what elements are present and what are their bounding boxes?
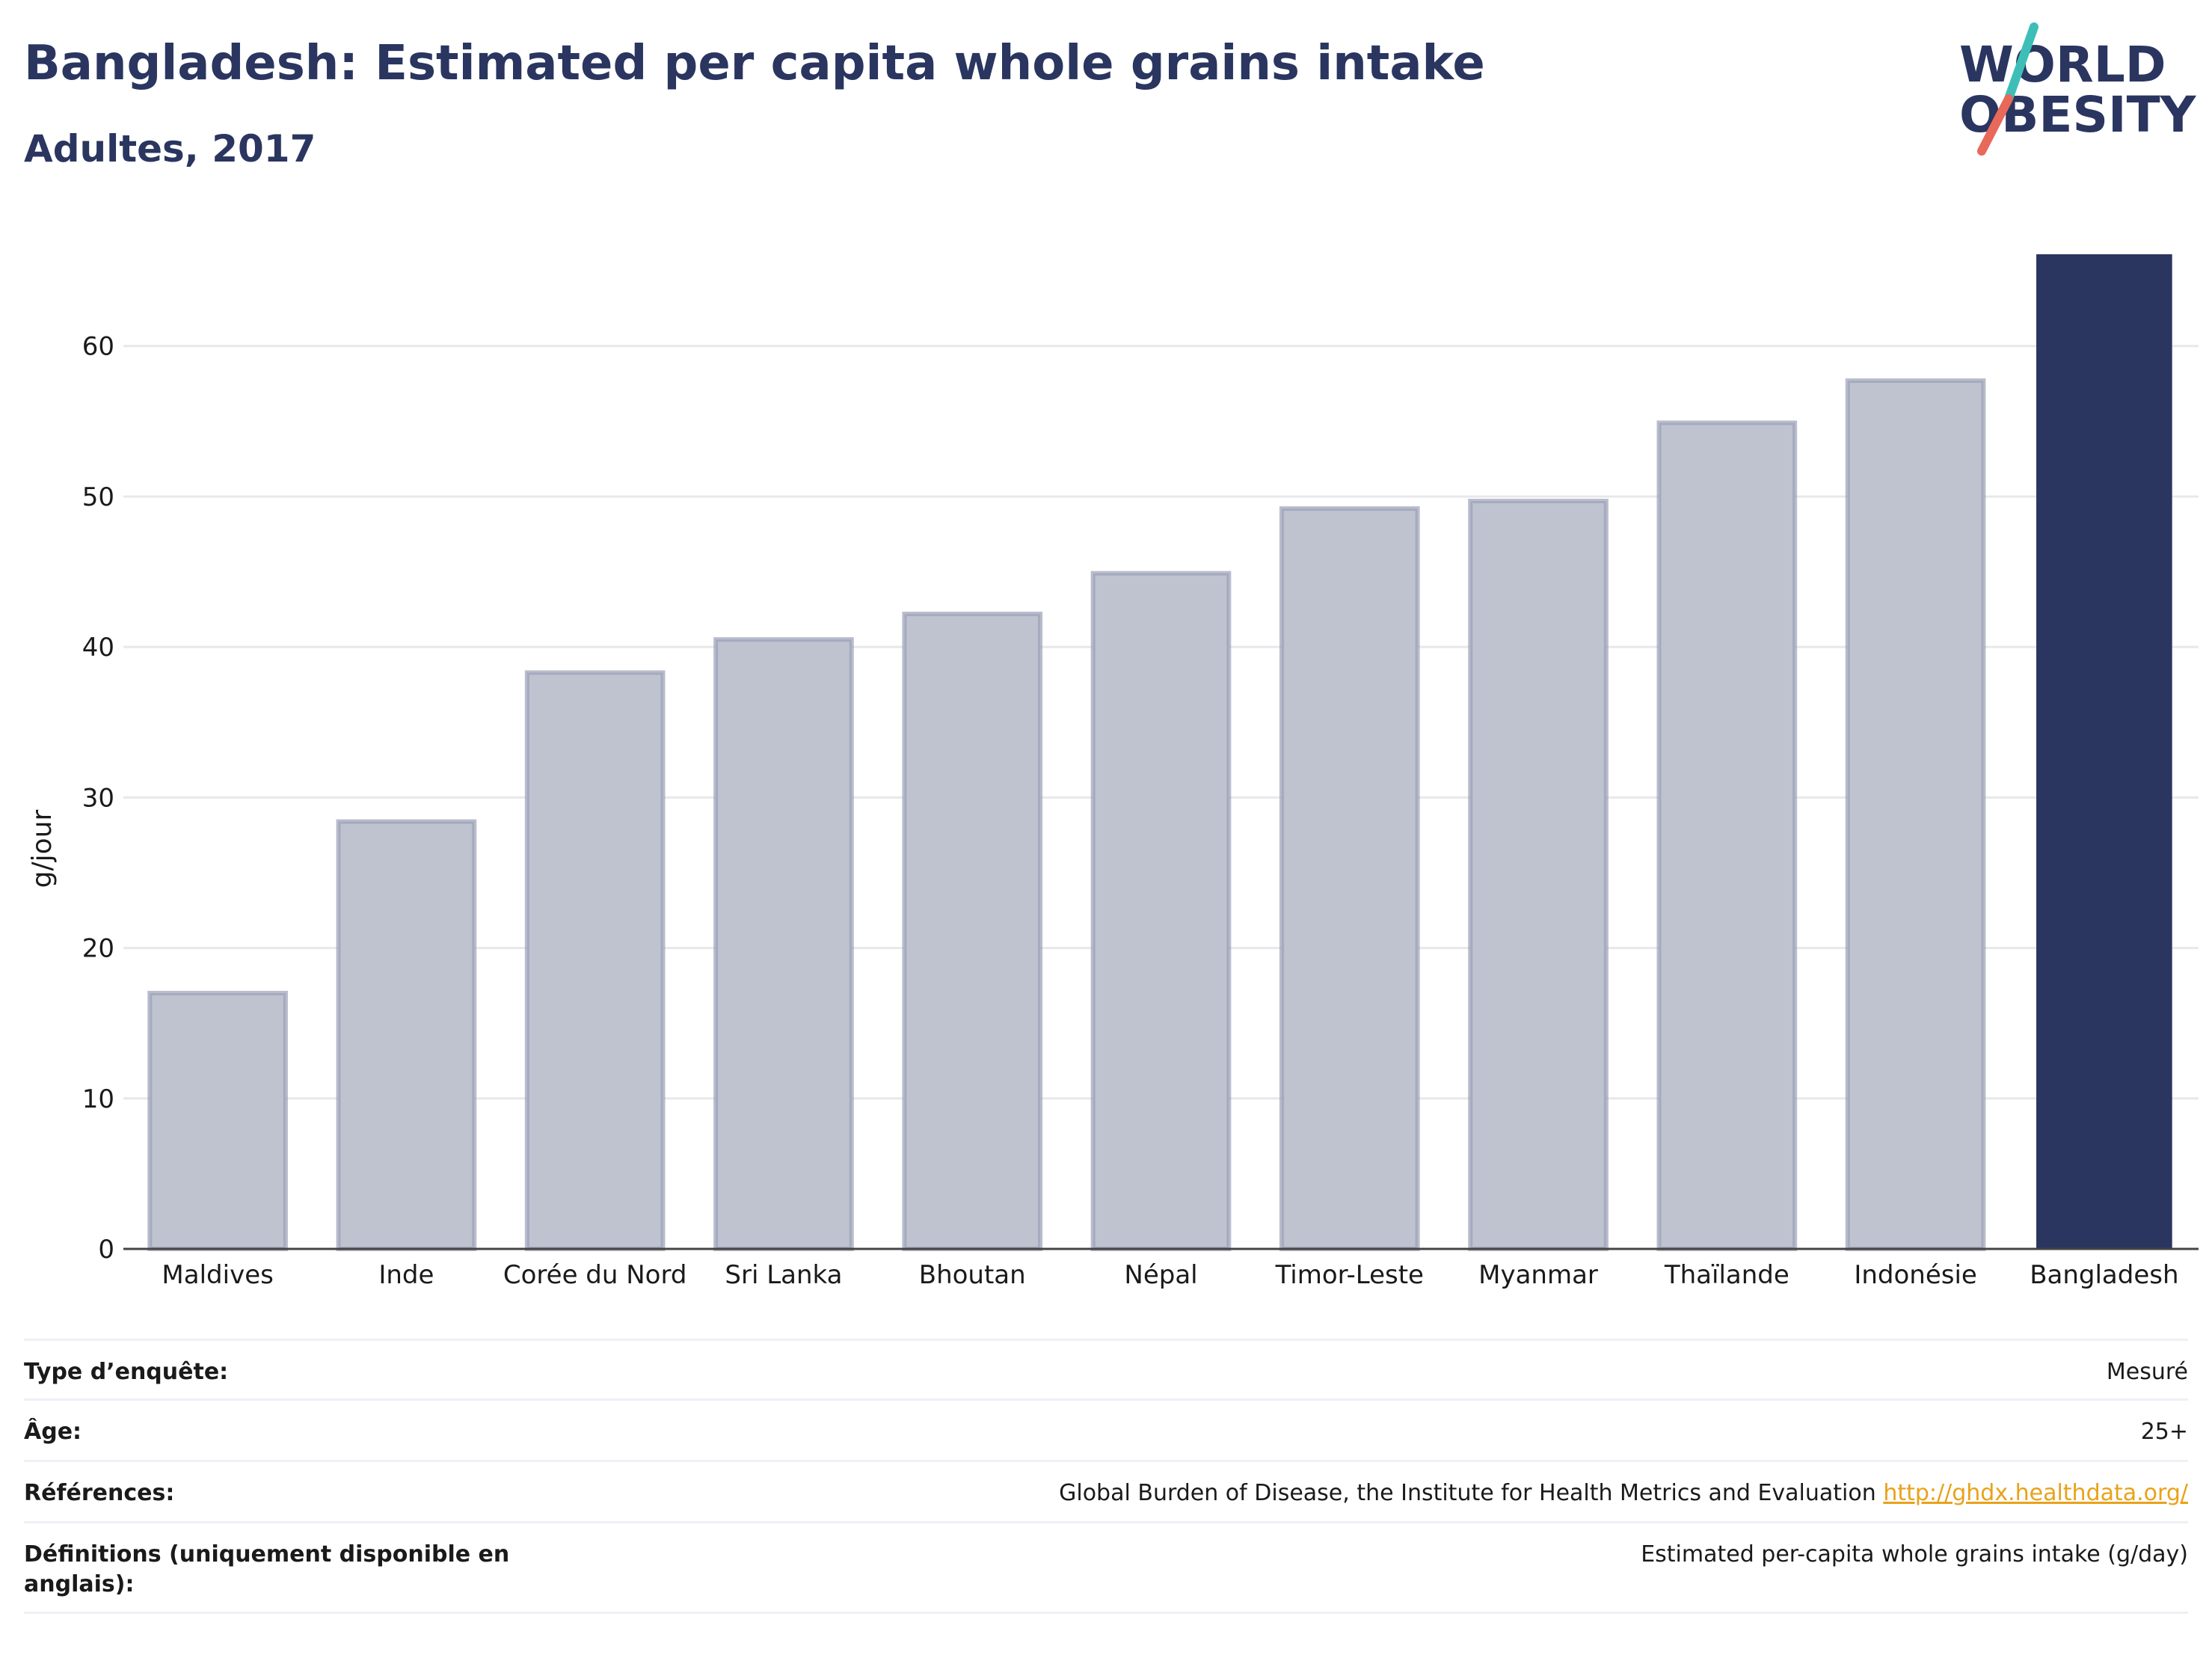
logo-slash-bottom [1977,94,2013,156]
bar-myanmar [1468,498,1609,1251]
bar-chart: 0 10 20 30 40 50 60 g/jour Maldives Inde Corée d… [27,254,2199,1290]
logo-slash-top [2004,22,2039,103]
y-tick-label: 60 [82,332,114,362]
y-tick-label: 40 [82,633,114,663]
bar-tha-lande [1656,420,1798,1252]
x-tick-label: Thaïlande [1664,1260,1789,1290]
y-axis-ticks: 0 10 20 30 40 50 60 [82,332,114,1265]
x-axis-labels: Maldives Inde Corée du Nord Sri Lanka Bhouta… [162,1260,2178,1290]
bar-inde [336,819,477,1251]
bar-timor-leste [1279,506,1420,1251]
info-row-survey-type: Type d’enquête: Mesuré [24,1339,2188,1398]
x-tick-label: Sri Lanka [725,1260,842,1290]
x-tick-label: Bhoutan [919,1260,1026,1290]
x-tick-label: Bangladesh [2030,1260,2178,1290]
reference-link[interactable]: http://ghdx.healthdata.org/ [1883,1480,2188,1506]
y-tick-label: 20 [82,934,114,964]
info-label: Références: [24,1480,175,1506]
info-value: Estimated per-capita whole grains intake… [1641,1541,2188,1568]
bar-n-pal [1090,571,1232,1251]
info-value: 25+ [2140,1419,2188,1445]
x-tick-label: Népal [1124,1260,1197,1290]
bar-cor-e-du-nord [524,670,666,1251]
y-tick-label: 0 [98,1235,114,1265]
reference-text: Global Burden of Disease, the Institute … [1059,1480,1876,1506]
info-value-references: Global Burden of Disease, the Institute … [1059,1479,2188,1508]
bar-sri-lanka [713,637,854,1251]
logo-line-world: WORLD [1959,36,2166,93]
bar-indon-sie [1845,378,1986,1252]
x-tick-label: Inde [378,1260,434,1290]
bar-bangladesh [2036,254,2172,1249]
info-row-age: Âge: 25+ [24,1398,2188,1460]
chart-subtitle: Adultes, 2017 [24,127,316,171]
chart-title: Bangladesh: Estimated per capita whole g… [24,36,1485,91]
bar-bhoutan [902,611,1043,1251]
info-row-definitions: Définitions (uniquement disponible en an… [24,1521,2188,1614]
world-obesity-logo: WORLD OBESITY [1959,22,2197,156]
info-label: Âge: [24,1419,82,1445]
y-tick-label: 50 [82,482,114,512]
x-tick-label: Timor-Leste [1275,1260,1424,1290]
x-tick-label: Corée du Nord [503,1260,687,1290]
bars [147,254,2172,1252]
y-axis-label: g/jour [27,809,58,888]
info-table: Type d’enquête: Mesuré Âge: 25+ Référenc… [24,1339,2188,1614]
info-label: Définitions (uniquement disponible en an… [24,1541,510,1597]
bar-maldives [147,990,288,1251]
info-label: Type d’enquête: [24,1359,229,1385]
x-tick-label: Indonésie [1854,1260,1977,1290]
info-value: Mesuré [2106,1359,2188,1385]
y-tick-label: 10 [82,1084,114,1114]
y-tick-label: 30 [82,783,114,813]
info-row-references: Références: Global Burden of Disease, th… [24,1460,2188,1521]
x-tick-label: Maldives [162,1260,273,1290]
x-tick-label: Myanmar [1478,1260,1598,1290]
